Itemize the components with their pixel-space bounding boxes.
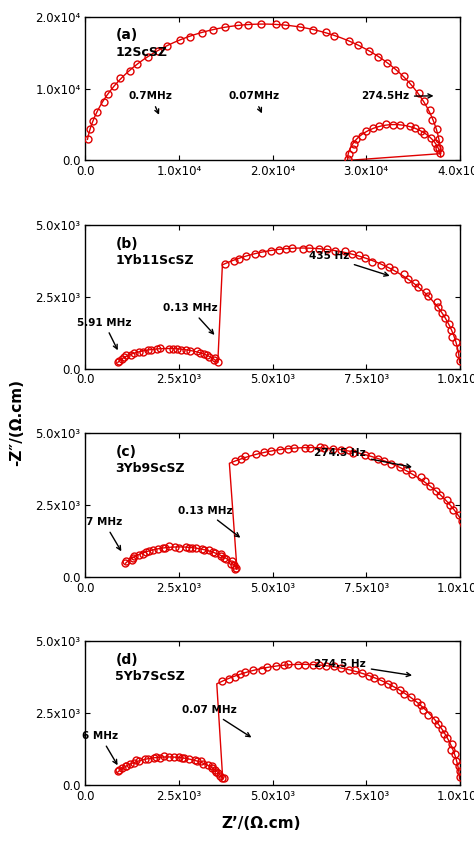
- Text: 274.5 Hz: 274.5 Hz: [314, 659, 410, 677]
- Text: 12ScSZ: 12ScSZ: [115, 46, 167, 58]
- Text: 0.13 MHz: 0.13 MHz: [178, 506, 239, 537]
- Text: 0.07MHz: 0.07MHz: [228, 91, 279, 112]
- Text: 435 Hz: 435 Hz: [309, 252, 388, 276]
- Text: 0.7MHz: 0.7MHz: [129, 91, 173, 113]
- Text: Z’/(Ω.cm): Z’/(Ω.cm): [221, 816, 301, 831]
- Text: (c): (c): [115, 445, 137, 458]
- Text: (a): (a): [115, 29, 137, 42]
- Text: (b): (b): [115, 236, 138, 251]
- Text: 5.91 MHz: 5.91 MHz: [77, 317, 131, 349]
- Text: 0.13 MHz: 0.13 MHz: [163, 303, 218, 334]
- Text: 0.07 MHz: 0.07 MHz: [182, 705, 250, 737]
- Text: (d): (d): [115, 653, 138, 667]
- Text: 274.5Hz: 274.5Hz: [361, 91, 432, 101]
- Text: 6 MHz: 6 MHz: [82, 731, 118, 764]
- Text: 7 MHz: 7 MHz: [86, 517, 122, 550]
- Text: 3Yb9ScSZ: 3Yb9ScSZ: [115, 462, 185, 475]
- Text: 5Yb7ScSZ: 5Yb7ScSZ: [115, 670, 185, 683]
- Text: -Z″/(Ω.cm): -Z″/(Ω.cm): [9, 378, 25, 466]
- Text: 274.5 Hz: 274.5 Hz: [314, 448, 410, 468]
- Text: 1Yb11ScSZ: 1Yb11ScSZ: [115, 254, 194, 267]
